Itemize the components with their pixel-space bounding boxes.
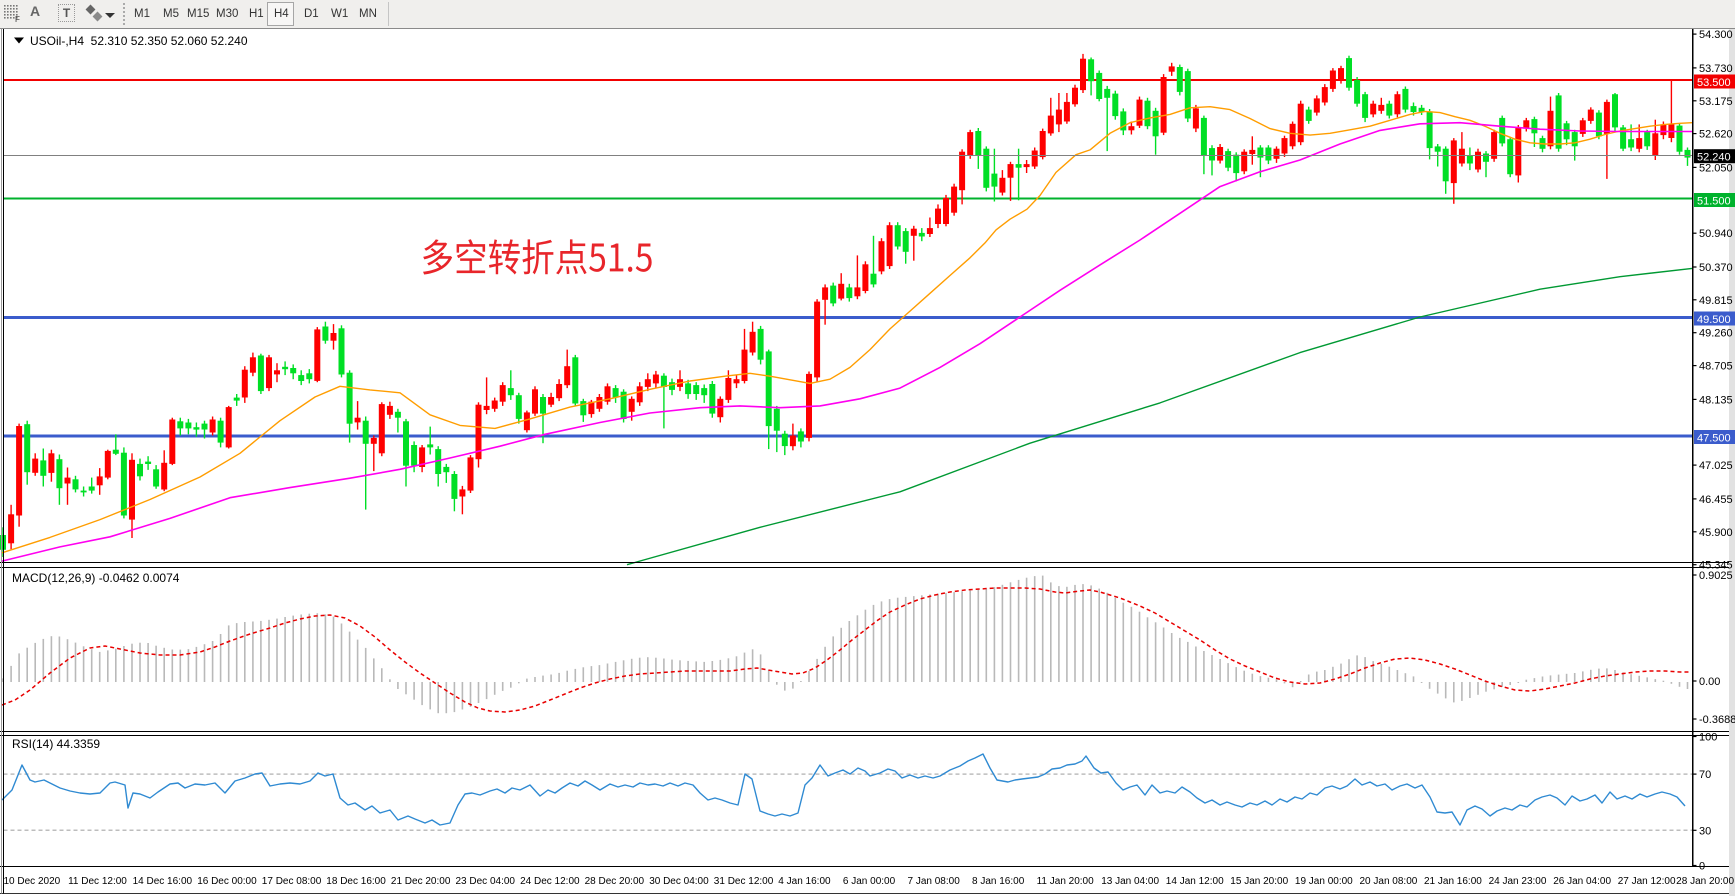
svg-text:100: 100 <box>1699 732 1717 744</box>
svg-text:26 Jan 04:00: 26 Jan 04:00 <box>1553 876 1611 887</box>
svg-text:-0.3688: -0.3688 <box>1699 714 1735 726</box>
svg-text:53.730: 53.730 <box>1699 63 1733 75</box>
svg-text:23 Dec 04:00: 23 Dec 04:00 <box>456 876 516 887</box>
svg-text:27 Jan 12:00: 27 Jan 12:00 <box>1618 876 1676 887</box>
svg-text:USOil-,H4 52.310 52.350 52.06: USOil-,H4 52.310 52.350 52.060 52.240 <box>30 34 248 48</box>
svg-text:46.455: 46.455 <box>1699 494 1733 506</box>
svg-text:53.500: 53.500 <box>1697 77 1731 89</box>
svg-text:53.175: 53.175 <box>1699 96 1733 108</box>
svg-text:11 Dec 12:00: 11 Dec 12:00 <box>68 876 127 887</box>
svg-text:0.9025: 0.9025 <box>1699 570 1733 582</box>
svg-text:11 Jan 20:00: 11 Jan 20:00 <box>1037 876 1095 887</box>
svg-text:18 Dec 16:00: 18 Dec 16:00 <box>326 876 386 887</box>
svg-text:49.500: 49.500 <box>1697 314 1731 326</box>
svg-text:30 Dec 04:00: 30 Dec 04:00 <box>649 876 709 887</box>
svg-text:14 Jan 12:00: 14 Jan 12:00 <box>1166 876 1224 887</box>
svg-text:15 Jan 20:00: 15 Jan 20:00 <box>1230 876 1288 887</box>
svg-text:MACD(12,26,9) -0.0462 0.0074: MACD(12,26,9) -0.0462 0.0074 <box>12 571 180 585</box>
svg-text:52.050: 52.050 <box>1699 162 1733 174</box>
svg-text:50.370: 50.370 <box>1699 262 1733 274</box>
svg-text:7 Jan 08:00: 7 Jan 08:00 <box>908 876 961 887</box>
svg-text:6 Jan 00:00: 6 Jan 00:00 <box>843 876 896 887</box>
svg-text:47.500: 47.500 <box>1697 433 1731 445</box>
svg-text:19 Jan 00:00: 19 Jan 00:00 <box>1295 876 1353 887</box>
svg-text:47.025: 47.025 <box>1699 460 1733 472</box>
svg-text:17 Dec 08:00: 17 Dec 08:00 <box>262 876 322 887</box>
svg-text:28 Jan 20:00: 28 Jan 20:00 <box>1676 876 1734 887</box>
svg-text:RSI(14) 44.3359: RSI(14) 44.3359 <box>12 737 100 751</box>
svg-text:0.00: 0.00 <box>1699 676 1720 688</box>
svg-text:70: 70 <box>1699 769 1711 781</box>
svg-text:10 Dec 2020: 10 Dec 2020 <box>4 876 61 887</box>
svg-text:45.900: 45.900 <box>1699 527 1733 539</box>
svg-text:52.620: 52.620 <box>1699 129 1733 141</box>
svg-text:8 Jan 16:00: 8 Jan 16:00 <box>972 876 1025 887</box>
svg-text:13 Jan 04:00: 13 Jan 04:00 <box>1101 876 1159 887</box>
svg-text:54.300: 54.300 <box>1699 29 1733 41</box>
svg-text:51.500: 51.500 <box>1697 196 1731 208</box>
svg-text:0: 0 <box>1699 861 1705 873</box>
svg-text:14 Dec 16:00: 14 Dec 16:00 <box>133 876 193 887</box>
svg-text:45.345: 45.345 <box>1699 560 1733 572</box>
svg-text:20 Jan 08:00: 20 Jan 08:00 <box>1360 876 1418 887</box>
svg-text:21 Dec 20:00: 21 Dec 20:00 <box>391 876 451 887</box>
svg-text:28 Dec 20:00: 28 Dec 20:00 <box>585 876 645 887</box>
svg-text:49.815: 49.815 <box>1699 295 1733 307</box>
svg-text:21 Jan 16:00: 21 Jan 16:00 <box>1424 876 1482 887</box>
svg-text:F: F <box>15 15 20 24</box>
svg-text:48.705: 48.705 <box>1699 361 1733 373</box>
svg-text:30: 30 <box>1699 825 1711 837</box>
svg-text:16 Dec 00:00: 16 Dec 00:00 <box>197 876 257 887</box>
svg-text:49.260: 49.260 <box>1699 328 1733 340</box>
svg-text:50.940: 50.940 <box>1699 228 1733 240</box>
svg-text:4 Jan 16:00: 4 Jan 16:00 <box>778 876 831 887</box>
svg-text:31 Dec 12:00: 31 Dec 12:00 <box>714 876 774 887</box>
svg-text:24 Jan 23:00: 24 Jan 23:00 <box>1489 876 1547 887</box>
svg-text:48.135: 48.135 <box>1699 394 1733 406</box>
svg-text:24 Dec 12:00: 24 Dec 12:00 <box>520 876 580 887</box>
svg-text:52.240: 52.240 <box>1697 152 1731 164</box>
